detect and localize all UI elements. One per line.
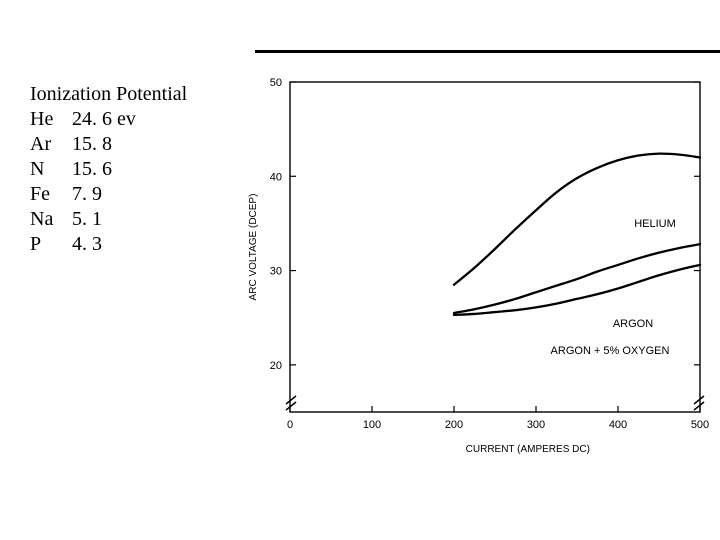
ionization-row: P 4. 3 — [30, 232, 187, 257]
ionization-potential-block: Ionization Potential He24. 6 evAr15. 8N1… — [30, 82, 187, 257]
ionization-symbol: He — [30, 107, 66, 132]
ionization-value: 15. 8 — [66, 132, 112, 157]
ionization-value: 24. 6 ev — [66, 107, 136, 132]
ionization-value: 4. 3 — [66, 232, 102, 257]
ionization-title: Ionization Potential — [30, 82, 187, 107]
series-label: HELIUM — [634, 218, 676, 230]
y-tick-label: 30 — [270, 266, 282, 278]
y-tick-label: 50 — [270, 77, 282, 89]
ionization-symbol: Ar — [30, 132, 66, 157]
top-rule — [255, 50, 720, 53]
x-tick-label: 300 — [527, 419, 545, 431]
arc-voltage-vs-current-chart: 203040500100200300400500ARC VOLTAGE (DCE… — [240, 72, 710, 487]
x-axis-title: CURRENT (AMPERES DC) — [466, 444, 590, 455]
ionization-value: 5. 1 — [66, 207, 102, 232]
x-tick-label: 400 — [609, 419, 627, 431]
x-tick-label: 0 — [287, 419, 293, 431]
x-tick-label: 100 — [363, 419, 381, 431]
ionization-value: 15. 6 — [66, 157, 112, 182]
ionization-symbol: Fe — [30, 182, 66, 207]
x-tick-label: 200 — [445, 419, 463, 431]
ionization-value: 7. 9 — [66, 182, 102, 207]
series-label: ARGON + 5% OXYGEN — [551, 345, 670, 357]
ionization-row: Ar15. 8 — [30, 132, 187, 157]
ionization-symbol: P — [30, 232, 66, 257]
ionization-row: Fe 7. 9 — [30, 182, 187, 207]
plot-frame — [290, 82, 700, 412]
ionization-row: N15. 6 — [30, 157, 187, 182]
y-tick-label: 20 — [270, 360, 282, 372]
series-line — [454, 244, 700, 313]
series-label: ARGON — [613, 318, 653, 330]
ionization-row: He24. 6 ev — [30, 107, 187, 132]
ionization-row: Na 5. 1 — [30, 207, 187, 232]
y-axis-title: ARC VOLTAGE (DCEP) — [248, 194, 259, 301]
chart-svg: 203040500100200300400500ARC VOLTAGE (DCE… — [240, 72, 710, 487]
x-tick-label: 500 — [691, 419, 709, 431]
ionization-symbol: Na — [30, 207, 66, 232]
ionization-symbol: N — [30, 157, 66, 182]
y-tick-label: 40 — [270, 171, 282, 183]
series-line — [454, 265, 700, 315]
